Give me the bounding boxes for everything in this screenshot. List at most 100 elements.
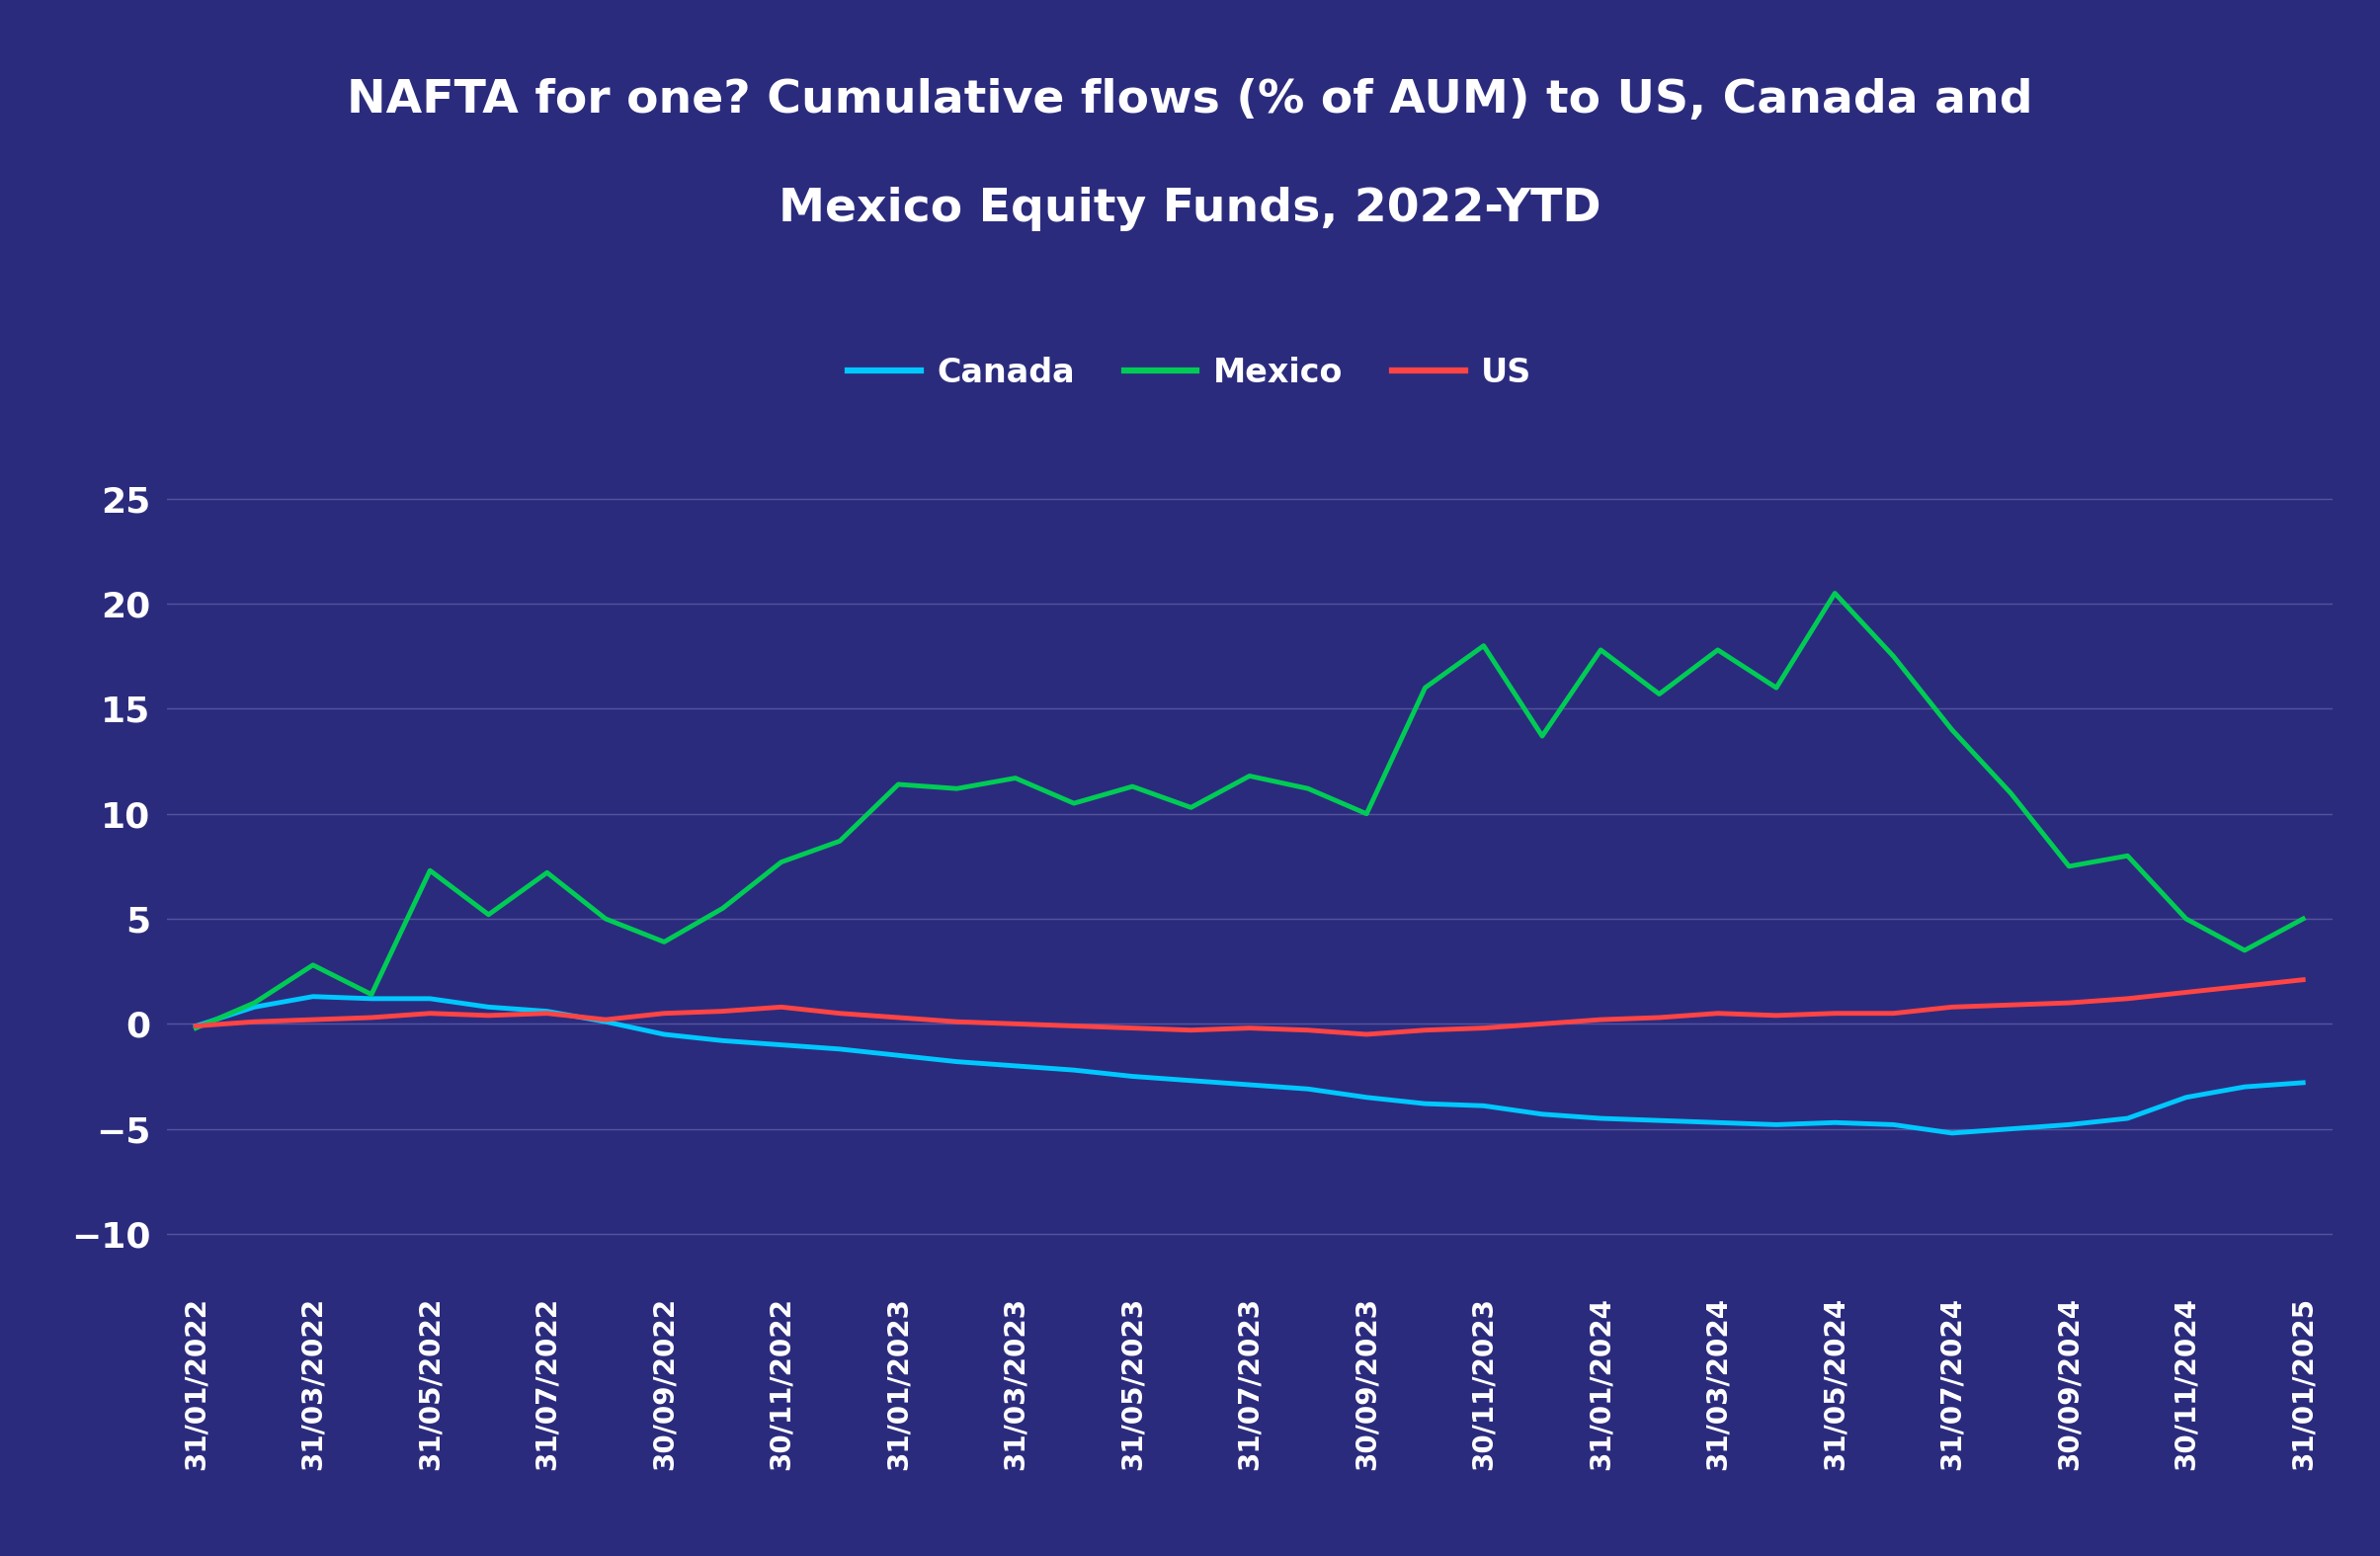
US xyxy=(1704,1004,1733,1022)
US xyxy=(1997,996,2025,1015)
US xyxy=(1937,997,1966,1016)
Mexico xyxy=(1119,776,1147,795)
Mexico xyxy=(1761,678,1790,697)
Mexico xyxy=(650,932,678,951)
Mexico xyxy=(1352,804,1380,823)
Mexico xyxy=(1468,636,1497,655)
Mexico xyxy=(533,864,562,882)
US xyxy=(942,1013,971,1032)
Mexico xyxy=(2230,941,2259,960)
US xyxy=(181,1016,209,1035)
Canada xyxy=(883,1046,912,1064)
US xyxy=(1352,1025,1380,1044)
Mexico xyxy=(1411,678,1440,697)
Canada xyxy=(2054,1116,2082,1134)
Mexico xyxy=(1295,780,1323,798)
Canada xyxy=(1761,1116,1790,1134)
US xyxy=(650,1004,678,1022)
Mexico xyxy=(1002,769,1031,787)
Mexico xyxy=(474,906,502,924)
Mexico xyxy=(1235,767,1264,786)
Canada xyxy=(533,1002,562,1021)
US xyxy=(1528,1015,1557,1033)
US xyxy=(1821,1004,1849,1022)
Text: Mexico Equity Funds, 2022-YTD: Mexico Equity Funds, 2022-YTD xyxy=(778,187,1602,232)
Canada xyxy=(1059,1061,1088,1080)
US xyxy=(1587,1010,1616,1029)
Legend: Canada, Mexico, US: Canada, Mexico, US xyxy=(835,344,1545,401)
US xyxy=(2113,990,2142,1008)
Mexico xyxy=(709,899,738,918)
Mexico xyxy=(826,832,854,851)
Canada xyxy=(1235,1075,1264,1094)
Canada xyxy=(1587,1109,1616,1128)
Mexico xyxy=(1528,727,1557,745)
US xyxy=(533,1004,562,1022)
Canada xyxy=(1119,1067,1147,1086)
US xyxy=(2173,983,2202,1002)
Mexico xyxy=(1704,641,1733,660)
US xyxy=(1295,1021,1323,1039)
Mexico xyxy=(416,860,445,879)
US xyxy=(2230,977,2259,996)
US xyxy=(240,1013,269,1032)
Canada xyxy=(709,1032,738,1050)
Mexico xyxy=(942,780,971,798)
US xyxy=(2054,993,2082,1011)
Canada xyxy=(416,990,445,1008)
Mexico xyxy=(298,955,326,974)
Canada xyxy=(2290,1074,2318,1092)
Canada xyxy=(1880,1116,1909,1134)
Canada xyxy=(1645,1111,1673,1130)
US xyxy=(1059,1016,1088,1035)
Canada xyxy=(590,1013,619,1032)
Mexico xyxy=(1059,794,1088,812)
Mexico xyxy=(883,775,912,794)
US xyxy=(1468,1019,1497,1038)
Line: Mexico: Mexico xyxy=(195,593,2304,1029)
Canada xyxy=(2113,1109,2142,1128)
US xyxy=(826,1004,854,1022)
Canada xyxy=(1352,1088,1380,1106)
Mexico xyxy=(1821,584,1849,602)
Mexico xyxy=(2173,909,2202,927)
Line: US: US xyxy=(195,980,2304,1035)
Mexico xyxy=(2290,909,2318,927)
Canada xyxy=(298,987,326,1005)
Canada xyxy=(1821,1113,1849,1131)
Mexico xyxy=(181,1019,209,1038)
Text: NAFTA for one? Cumulative flows (% of AUM) to US, Canada and: NAFTA for one? Cumulative flows (% of AU… xyxy=(347,78,2033,123)
US xyxy=(1761,1007,1790,1025)
Mexico xyxy=(2054,857,2082,876)
Mexico xyxy=(1645,685,1673,703)
Canada xyxy=(826,1039,854,1058)
US xyxy=(1235,1019,1264,1038)
US xyxy=(1880,1004,1909,1022)
Canada xyxy=(1997,1120,2025,1139)
Canada xyxy=(1937,1123,1966,1142)
Line: Canada: Canada xyxy=(195,996,2304,1133)
Canada xyxy=(474,997,502,1016)
Canada xyxy=(2173,1088,2202,1106)
Canada xyxy=(1002,1057,1031,1075)
Mexico xyxy=(1880,647,1909,666)
US xyxy=(590,1010,619,1029)
US xyxy=(1645,1008,1673,1027)
US xyxy=(298,1010,326,1029)
Mexico xyxy=(1937,720,1966,739)
Canada xyxy=(942,1052,971,1071)
Canada xyxy=(2230,1077,2259,1095)
Mexico xyxy=(1176,798,1204,817)
US xyxy=(357,1008,386,1027)
Canada xyxy=(766,1036,795,1055)
Canada xyxy=(1295,1080,1323,1099)
Mexico xyxy=(357,985,386,1004)
Mexico xyxy=(1587,641,1616,660)
US xyxy=(1002,1015,1031,1033)
Canada xyxy=(240,997,269,1016)
Canada xyxy=(1176,1071,1204,1089)
Canada xyxy=(357,990,386,1008)
US xyxy=(1119,1019,1147,1038)
US xyxy=(474,1007,502,1025)
Mexico xyxy=(590,909,619,927)
